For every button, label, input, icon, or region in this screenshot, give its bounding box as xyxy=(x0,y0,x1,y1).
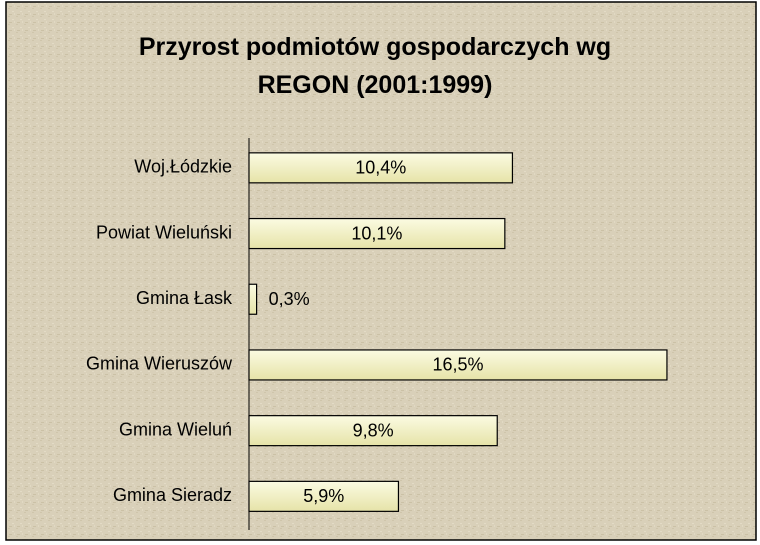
value-label: 0,3% xyxy=(269,289,310,309)
bar xyxy=(248,152,514,184)
value-label: 10,1% xyxy=(351,223,402,243)
category-label: Gmina Sieradz xyxy=(113,485,232,505)
category-label: Gmina Łask xyxy=(136,288,233,308)
chart-title: Przyrost podmiotów gospodarczych wg REGO… xyxy=(138,33,612,99)
value-label: 16,5% xyxy=(432,355,483,375)
category-label: Gmina Wieruszów xyxy=(86,354,233,374)
bar xyxy=(248,217,506,250)
value-label: 5,9% xyxy=(303,486,344,506)
category-label: Gmina Wieluń xyxy=(119,419,232,439)
plot-background xyxy=(5,1,757,541)
category-label: Woj.Łódzkie xyxy=(134,157,232,177)
bar xyxy=(248,349,668,381)
value-label: 10,4% xyxy=(355,158,406,178)
bar xyxy=(248,480,400,512)
bar xyxy=(248,415,498,447)
bar xyxy=(248,283,258,315)
category-label: Powiat Wieluński xyxy=(96,222,232,242)
value-label: 9,8% xyxy=(353,420,394,440)
